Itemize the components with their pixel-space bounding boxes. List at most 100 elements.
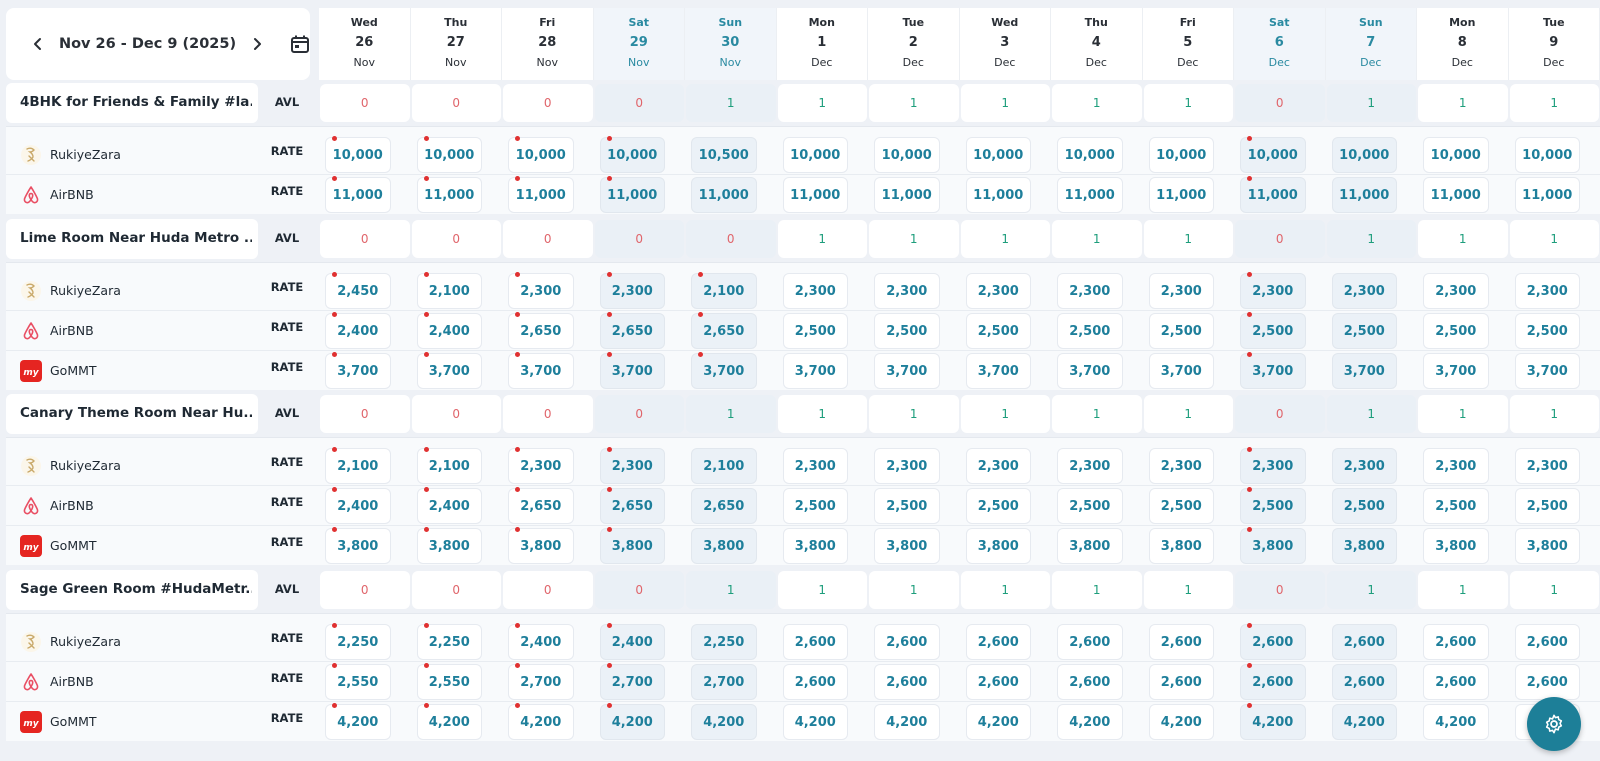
rate-cell[interactable]: 11,000: [325, 176, 391, 213]
availability-cell[interactable]: 0: [411, 220, 501, 258]
availability-cell[interactable]: 1: [1143, 84, 1233, 122]
rate-cell[interactable]: 3,700: [325, 352, 391, 389]
rate-cell[interactable]: 2,600: [1240, 663, 1306, 700]
availability-cell[interactable]: 0: [686, 220, 776, 258]
rate-cell[interactable]: 2,250: [325, 623, 391, 660]
rate-cell[interactable]: 2,300: [508, 272, 574, 309]
rate-cell[interactable]: 2,600: [874, 624, 940, 660]
rate-cell[interactable]: 2,300: [874, 448, 940, 484]
rate-cell[interactable]: 11,000: [782, 177, 848, 213]
availability-cell[interactable]: 1: [960, 84, 1050, 122]
rate-cell[interactable]: 10,000: [508, 136, 574, 173]
rate-cell[interactable]: 3,800: [782, 528, 848, 564]
rate-cell[interactable]: 2,600: [1331, 664, 1397, 700]
rate-cell[interactable]: 4,200: [508, 703, 574, 740]
rate-cell[interactable]: 2,300: [1148, 448, 1214, 484]
rate-cell[interactable]: 10,000: [874, 137, 940, 173]
rate-cell[interactable]: 2,500: [874, 313, 940, 349]
rate-cell[interactable]: 2,600: [965, 624, 1031, 660]
availability-cell[interactable]: 0: [503, 395, 593, 433]
rate-cell[interactable]: 4,200: [599, 703, 665, 740]
rate-cell[interactable]: 2,650: [508, 312, 574, 349]
rate-cell[interactable]: 11,000: [508, 176, 574, 213]
rate-cell[interactable]: 2,300: [965, 448, 1031, 484]
rate-cell[interactable]: 2,300: [1331, 273, 1397, 309]
rate-cell[interactable]: 2,600: [1331, 624, 1397, 660]
rate-cell[interactable]: 3,700: [782, 353, 848, 389]
rate-cell[interactable]: 2,300: [782, 448, 848, 484]
rate-cell[interactable]: 3,700: [1240, 352, 1306, 389]
rate-cell[interactable]: 2,600: [1240, 623, 1306, 660]
rate-cell[interactable]: 10,000: [1057, 137, 1123, 173]
rate-cell[interactable]: 10,000: [1423, 137, 1489, 173]
rate-cell[interactable]: 3,700: [1331, 353, 1397, 389]
rate-cell[interactable]: 10,500: [691, 137, 757, 173]
property-row[interactable]: 4BHK for Friends & Family #la...: [6, 83, 258, 123]
rate-cell[interactable]: 2,100: [416, 272, 482, 309]
rate-cell[interactable]: 2,500: [1148, 488, 1214, 524]
rate-cell[interactable]: 2,500: [965, 488, 1031, 524]
property-row[interactable]: Canary Theme Room Near Hu...: [6, 394, 258, 434]
availability-cell[interactable]: 1: [869, 395, 959, 433]
availability-cell[interactable]: 1: [1509, 84, 1599, 122]
rate-cell[interactable]: 2,600: [1514, 664, 1580, 700]
settings-button[interactable]: [1527, 697, 1581, 751]
rate-cell[interactable]: 11,000: [1423, 177, 1489, 213]
rate-cell[interactable]: 10,000: [782, 137, 848, 173]
rate-cell[interactable]: 2,500: [965, 313, 1031, 349]
rate-cell[interactable]: 4,200: [1148, 704, 1214, 740]
rate-cell[interactable]: 2,300: [874, 273, 940, 309]
rate-cell[interactable]: 4,200: [325, 703, 391, 740]
rate-cell[interactable]: 2,300: [1240, 447, 1306, 484]
availability-cell[interactable]: 1: [1418, 220, 1508, 258]
availability-cell[interactable]: 1: [1052, 84, 1142, 122]
rate-cell[interactable]: 3,800: [1240, 527, 1306, 564]
availability-cell[interactable]: 0: [503, 220, 593, 258]
rate-cell[interactable]: 4,200: [1331, 704, 1397, 740]
calendar-button[interactable]: [289, 33, 310, 55]
availability-cell[interactable]: 1: [777, 84, 867, 122]
rate-cell[interactable]: 2,500: [1240, 312, 1306, 349]
availability-cell[interactable]: 0: [320, 395, 410, 433]
availability-cell[interactable]: 1: [960, 571, 1050, 609]
rate-cell[interactable]: 3,800: [1148, 528, 1214, 564]
rate-cell[interactable]: 2,300: [1423, 448, 1489, 484]
rate-cell[interactable]: 2,300: [782, 273, 848, 309]
rate-cell[interactable]: 2,650: [691, 488, 757, 524]
rate-cell[interactable]: 3,800: [416, 527, 482, 564]
rate-cell[interactable]: 2,500: [1514, 313, 1580, 349]
availability-cell[interactable]: 1: [777, 571, 867, 609]
availability-cell[interactable]: 0: [320, 220, 410, 258]
rate-cell[interactable]: 2,100: [691, 448, 757, 484]
availability-cell[interactable]: 1: [686, 84, 776, 122]
availability-cell[interactable]: 0: [594, 220, 684, 258]
rate-cell[interactable]: 2,300: [1240, 272, 1306, 309]
rate-cell[interactable]: 10,000: [1331, 137, 1397, 173]
rate-cell[interactable]: 2,700: [691, 664, 757, 700]
availability-cell[interactable]: 1: [1143, 220, 1233, 258]
availability-cell[interactable]: 1: [869, 571, 959, 609]
availability-cell[interactable]: 1: [1418, 84, 1508, 122]
rate-cell[interactable]: 11,000: [691, 177, 757, 213]
rate-cell[interactable]: 2,500: [1423, 488, 1489, 524]
availability-cell[interactable]: 0: [1235, 395, 1325, 433]
availability-cell[interactable]: 1: [1143, 395, 1233, 433]
availability-cell[interactable]: 1: [960, 395, 1050, 433]
rate-cell[interactable]: 10,000: [599, 136, 665, 173]
rate-cell[interactable]: 4,200: [1240, 703, 1306, 740]
availability-cell[interactable]: 1: [686, 571, 776, 609]
rate-cell[interactable]: 10,000: [1514, 137, 1580, 173]
rate-cell[interactable]: 2,300: [1057, 448, 1123, 484]
rate-cell[interactable]: 2,600: [1423, 664, 1489, 700]
rate-cell[interactable]: 2,250: [416, 623, 482, 660]
rate-cell[interactable]: 11,000: [965, 177, 1031, 213]
rate-cell[interactable]: 3,700: [1514, 353, 1580, 389]
rate-cell[interactable]: 2,600: [1057, 664, 1123, 700]
rate-cell[interactable]: 2,600: [782, 624, 848, 660]
availability-cell[interactable]: 0: [411, 571, 501, 609]
rate-cell[interactable]: 2,500: [1423, 313, 1489, 349]
rate-cell[interactable]: 10,000: [1240, 136, 1306, 173]
next-range-button[interactable]: [246, 33, 267, 55]
availability-cell[interactable]: 0: [1235, 220, 1325, 258]
availability-cell[interactable]: 1: [777, 220, 867, 258]
